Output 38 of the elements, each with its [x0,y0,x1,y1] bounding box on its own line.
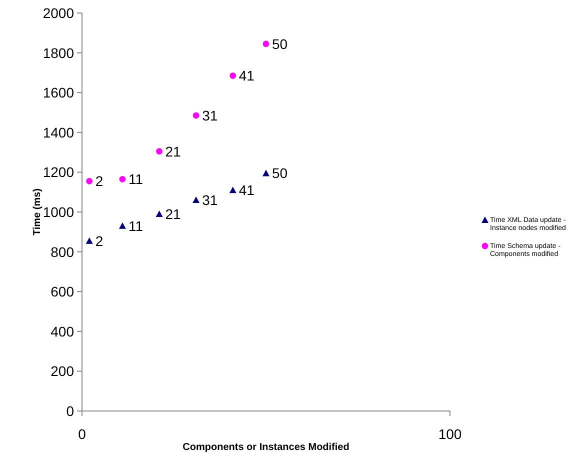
annotation: 41 [238,68,255,84]
point [192,112,200,119]
point [118,222,126,229]
point [229,186,236,194]
y-tick-label: 0 [66,403,74,419]
annotation: 2 [95,173,104,190]
annotation: 31 [202,192,218,208]
annotation: 11 [128,171,144,188]
point [86,237,93,244]
point [156,148,162,155]
annotation: 41 [238,182,255,198]
point [230,72,236,79]
point [156,210,163,217]
y-axis-title: Time (ms) [32,188,43,236]
y-tick-label: 600 [50,284,74,300]
point [192,196,200,204]
point [262,170,270,176]
y-tick-label: 1800 [42,44,74,61]
y-tick-label: 200 [50,363,74,380]
x-axis-title: Components or Instances Modified [182,442,350,453]
y-tick-label: 1600 [42,84,74,101]
y-tick-label: 1000 [42,204,74,220]
annotation: 31 [202,107,218,124]
y-tick-label: 1200 [42,164,74,180]
annotation: 21 [165,143,182,160]
x-tick-label: 100 [438,426,462,442]
y-tick-label: 2000 [42,5,74,21]
point [262,40,270,48]
y-tick-label: 400 [50,323,74,340]
point [119,176,126,182]
annotation: 2 [95,232,104,249]
annotation: 50 [272,36,288,52]
annotation: 11 [128,218,144,234]
annotation: 21 [165,206,182,222]
y-tick-label: 1400 [42,124,74,140]
point [86,178,93,184]
annotation: 50 [272,165,288,182]
y-tick-label: 800 [50,244,74,260]
